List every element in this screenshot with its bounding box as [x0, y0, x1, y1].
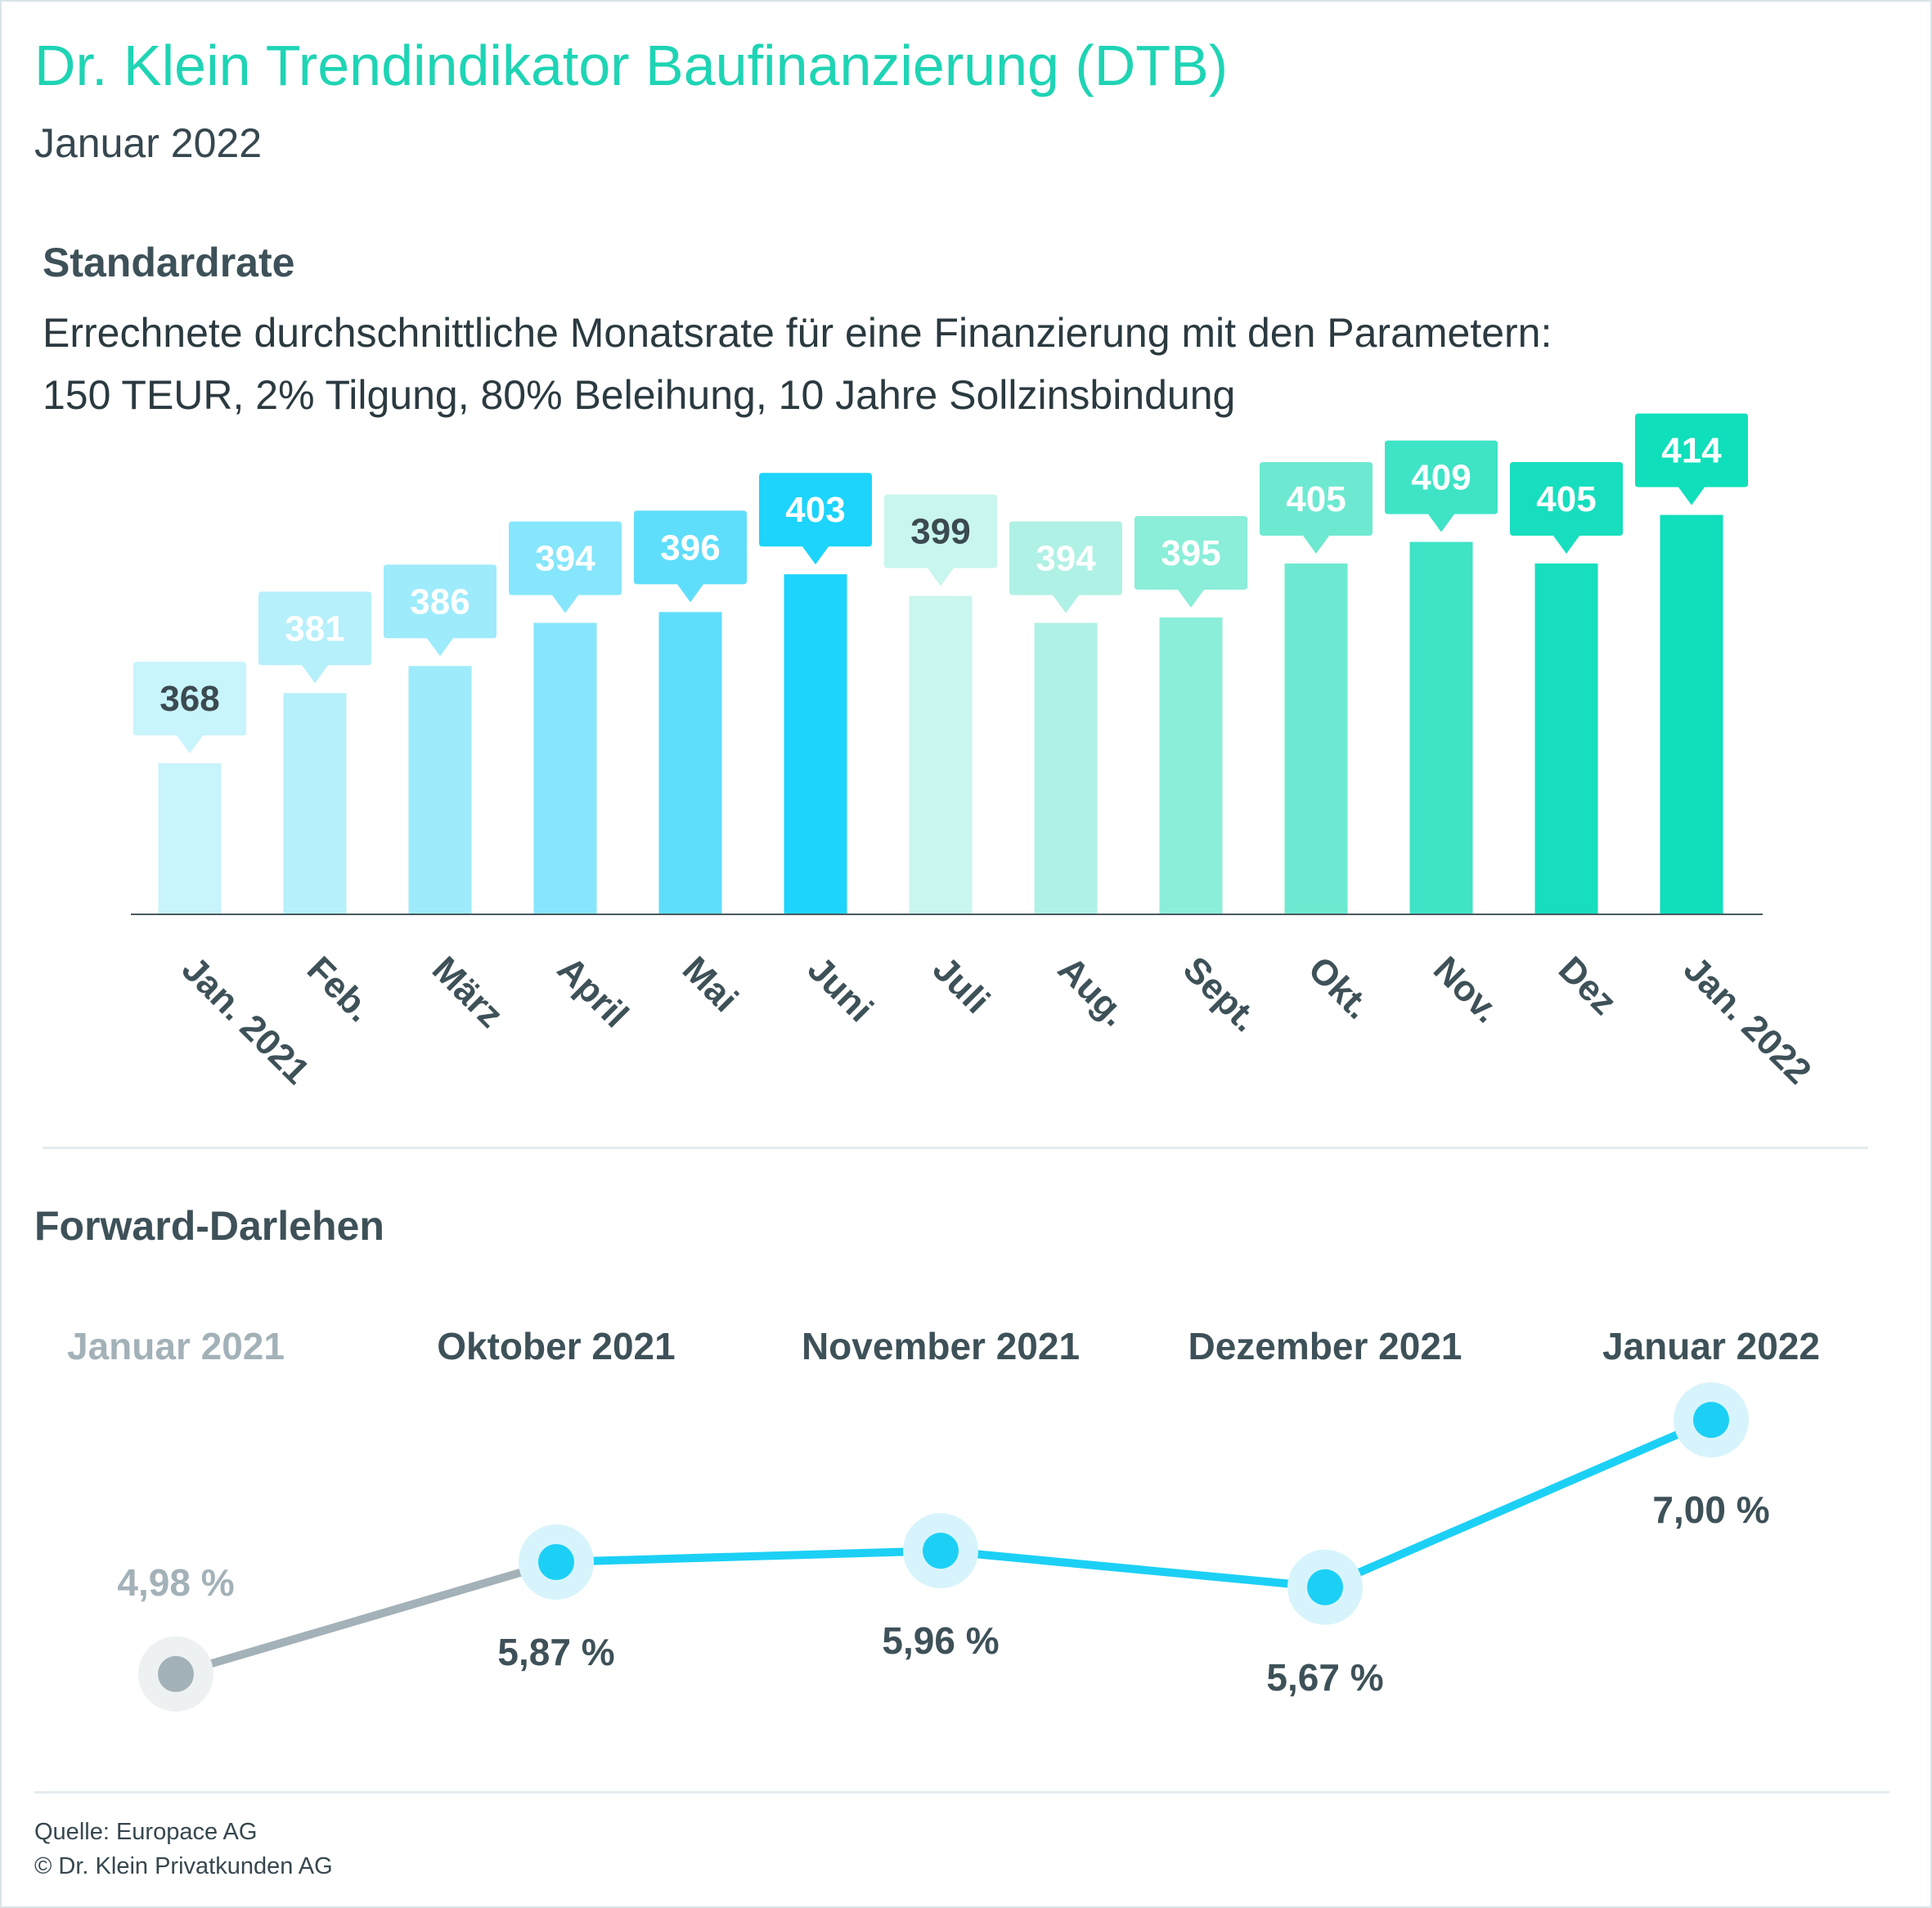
- period-label: Januar 2021: [67, 1325, 285, 1367]
- data-point: [1693, 1402, 1729, 1439]
- x-tick-label: Juli: [925, 949, 997, 1021]
- bar-value-callout: [133, 662, 246, 754]
- data-value-label: 7,00 %: [1652, 1488, 1769, 1531]
- bar: [1534, 563, 1598, 914]
- bar-chart: 368 Jan. 2021 381 Feb. 386 März 394 April 396 Mai…: [131, 413, 1819, 1092]
- bar-value-label: 405: [1536, 479, 1596, 519]
- bar-value-label: 368: [160, 679, 219, 719]
- bar: [909, 595, 973, 914]
- bar-value-callout: [1510, 462, 1623, 554]
- bar-value-callout: [1385, 440, 1498, 532]
- bar-value-label: 405: [1286, 479, 1346, 519]
- data-point: [923, 1533, 959, 1569]
- data-value-label: 5,96 %: [882, 1619, 999, 1662]
- x-tick-label: Jan. 2021: [174, 949, 317, 1092]
- data-point: [538, 1544, 574, 1580]
- bar-value-label: 399: [910, 512, 970, 552]
- x-tick-label: Mai: [675, 949, 746, 1020]
- x-tick-label: Juni: [800, 949, 881, 1030]
- series-line-past: [172, 1558, 560, 1678]
- series-line: [552, 1416, 1715, 1591]
- bar-value-callout: [384, 564, 496, 657]
- x-tick-label: Aug.: [1050, 949, 1135, 1034]
- standardrate-heading: Standardrate: [43, 240, 295, 285]
- bar-value-callout: [1635, 413, 1748, 505]
- bar-value-label: 403: [785, 490, 845, 530]
- x-tick-label: März: [425, 949, 511, 1035]
- source-note: Quelle: Europace AG: [34, 1819, 258, 1845]
- bar: [1409, 541, 1473, 914]
- bar: [158, 763, 222, 914]
- standardrate-description-line1: Errechnete durchschnittliche Monatsrate …: [43, 310, 1552, 356]
- bar: [408, 666, 472, 914]
- data-point: [158, 1655, 194, 1692]
- bar-value-label: 396: [660, 528, 720, 568]
- bar-value-label: 409: [1411, 458, 1471, 498]
- footer-divider: [34, 1791, 1889, 1794]
- data-point: [1307, 1569, 1343, 1605]
- forward-line-chart: Januar 2021 4,98 % Oktober 2021 5,87 % Novem…: [67, 1325, 1820, 1712]
- forward-heading: Forward-Darlehen: [34, 1203, 384, 1249]
- x-tick-label: April: [550, 949, 636, 1035]
- bar: [1034, 622, 1098, 914]
- copyright-note: © Dr. Klein Privatkunden AG: [34, 1853, 333, 1879]
- data-value-label: 5,87 %: [497, 1631, 614, 1673]
- bar-value-callout: [509, 521, 622, 613]
- period-label: Dezember 2021: [1188, 1325, 1462, 1367]
- bar-value-label: 414: [1661, 431, 1722, 471]
- x-tick-label: Okt.: [1301, 949, 1378, 1026]
- x-tick-label: Dez: [1551, 949, 1624, 1022]
- bar-value-callout: [1260, 462, 1373, 554]
- page-subtitle: Januar 2022: [34, 120, 263, 166]
- bar: [1660, 514, 1723, 914]
- data-value-label: 5,67 %: [1266, 1656, 1383, 1699]
- page-title: Dr. Klein Trendindikator Baufinanzierung…: [34, 34, 1229, 97]
- bar: [533, 622, 597, 914]
- bar-value-label: 394: [1036, 539, 1096, 579]
- bar-value-label: 386: [410, 581, 470, 622]
- bar-value-callout: [759, 473, 872, 565]
- bar-value-callout: [884, 494, 997, 586]
- bar-value-callout: [1134, 516, 1247, 608]
- bar-value-callout: [634, 510, 747, 603]
- bar-value-label: 395: [1161, 533, 1220, 573]
- period-label: Oktober 2021: [437, 1325, 675, 1367]
- standardrate-description-line2: 150 TEUR, 2% Tilgung, 80% Beleihung, 10 …: [43, 372, 1236, 418]
- x-tick-label: Jan. 2022: [1676, 949, 1819, 1092]
- bar: [784, 574, 847, 914]
- x-tick-label: Nov.: [1426, 949, 1507, 1030]
- bar: [658, 612, 722, 914]
- bar: [283, 693, 347, 914]
- bar: [1284, 563, 1348, 914]
- period-label: November 2021: [802, 1325, 1080, 1367]
- period-label: Januar 2022: [1602, 1325, 1820, 1367]
- bar-value-callout: [1009, 521, 1122, 613]
- bar-value-callout: [258, 591, 371, 684]
- section-divider: [43, 1147, 1868, 1149]
- bar: [1159, 617, 1223, 914]
- x-tick-label: Feb.: [299, 949, 380, 1030]
- bar-value-label: 381: [285, 608, 344, 649]
- data-value-label: 4,98 %: [117, 1561, 234, 1604]
- bar-value-label: 394: [535, 539, 595, 579]
- x-tick-label: Sept.: [1175, 949, 1266, 1039]
